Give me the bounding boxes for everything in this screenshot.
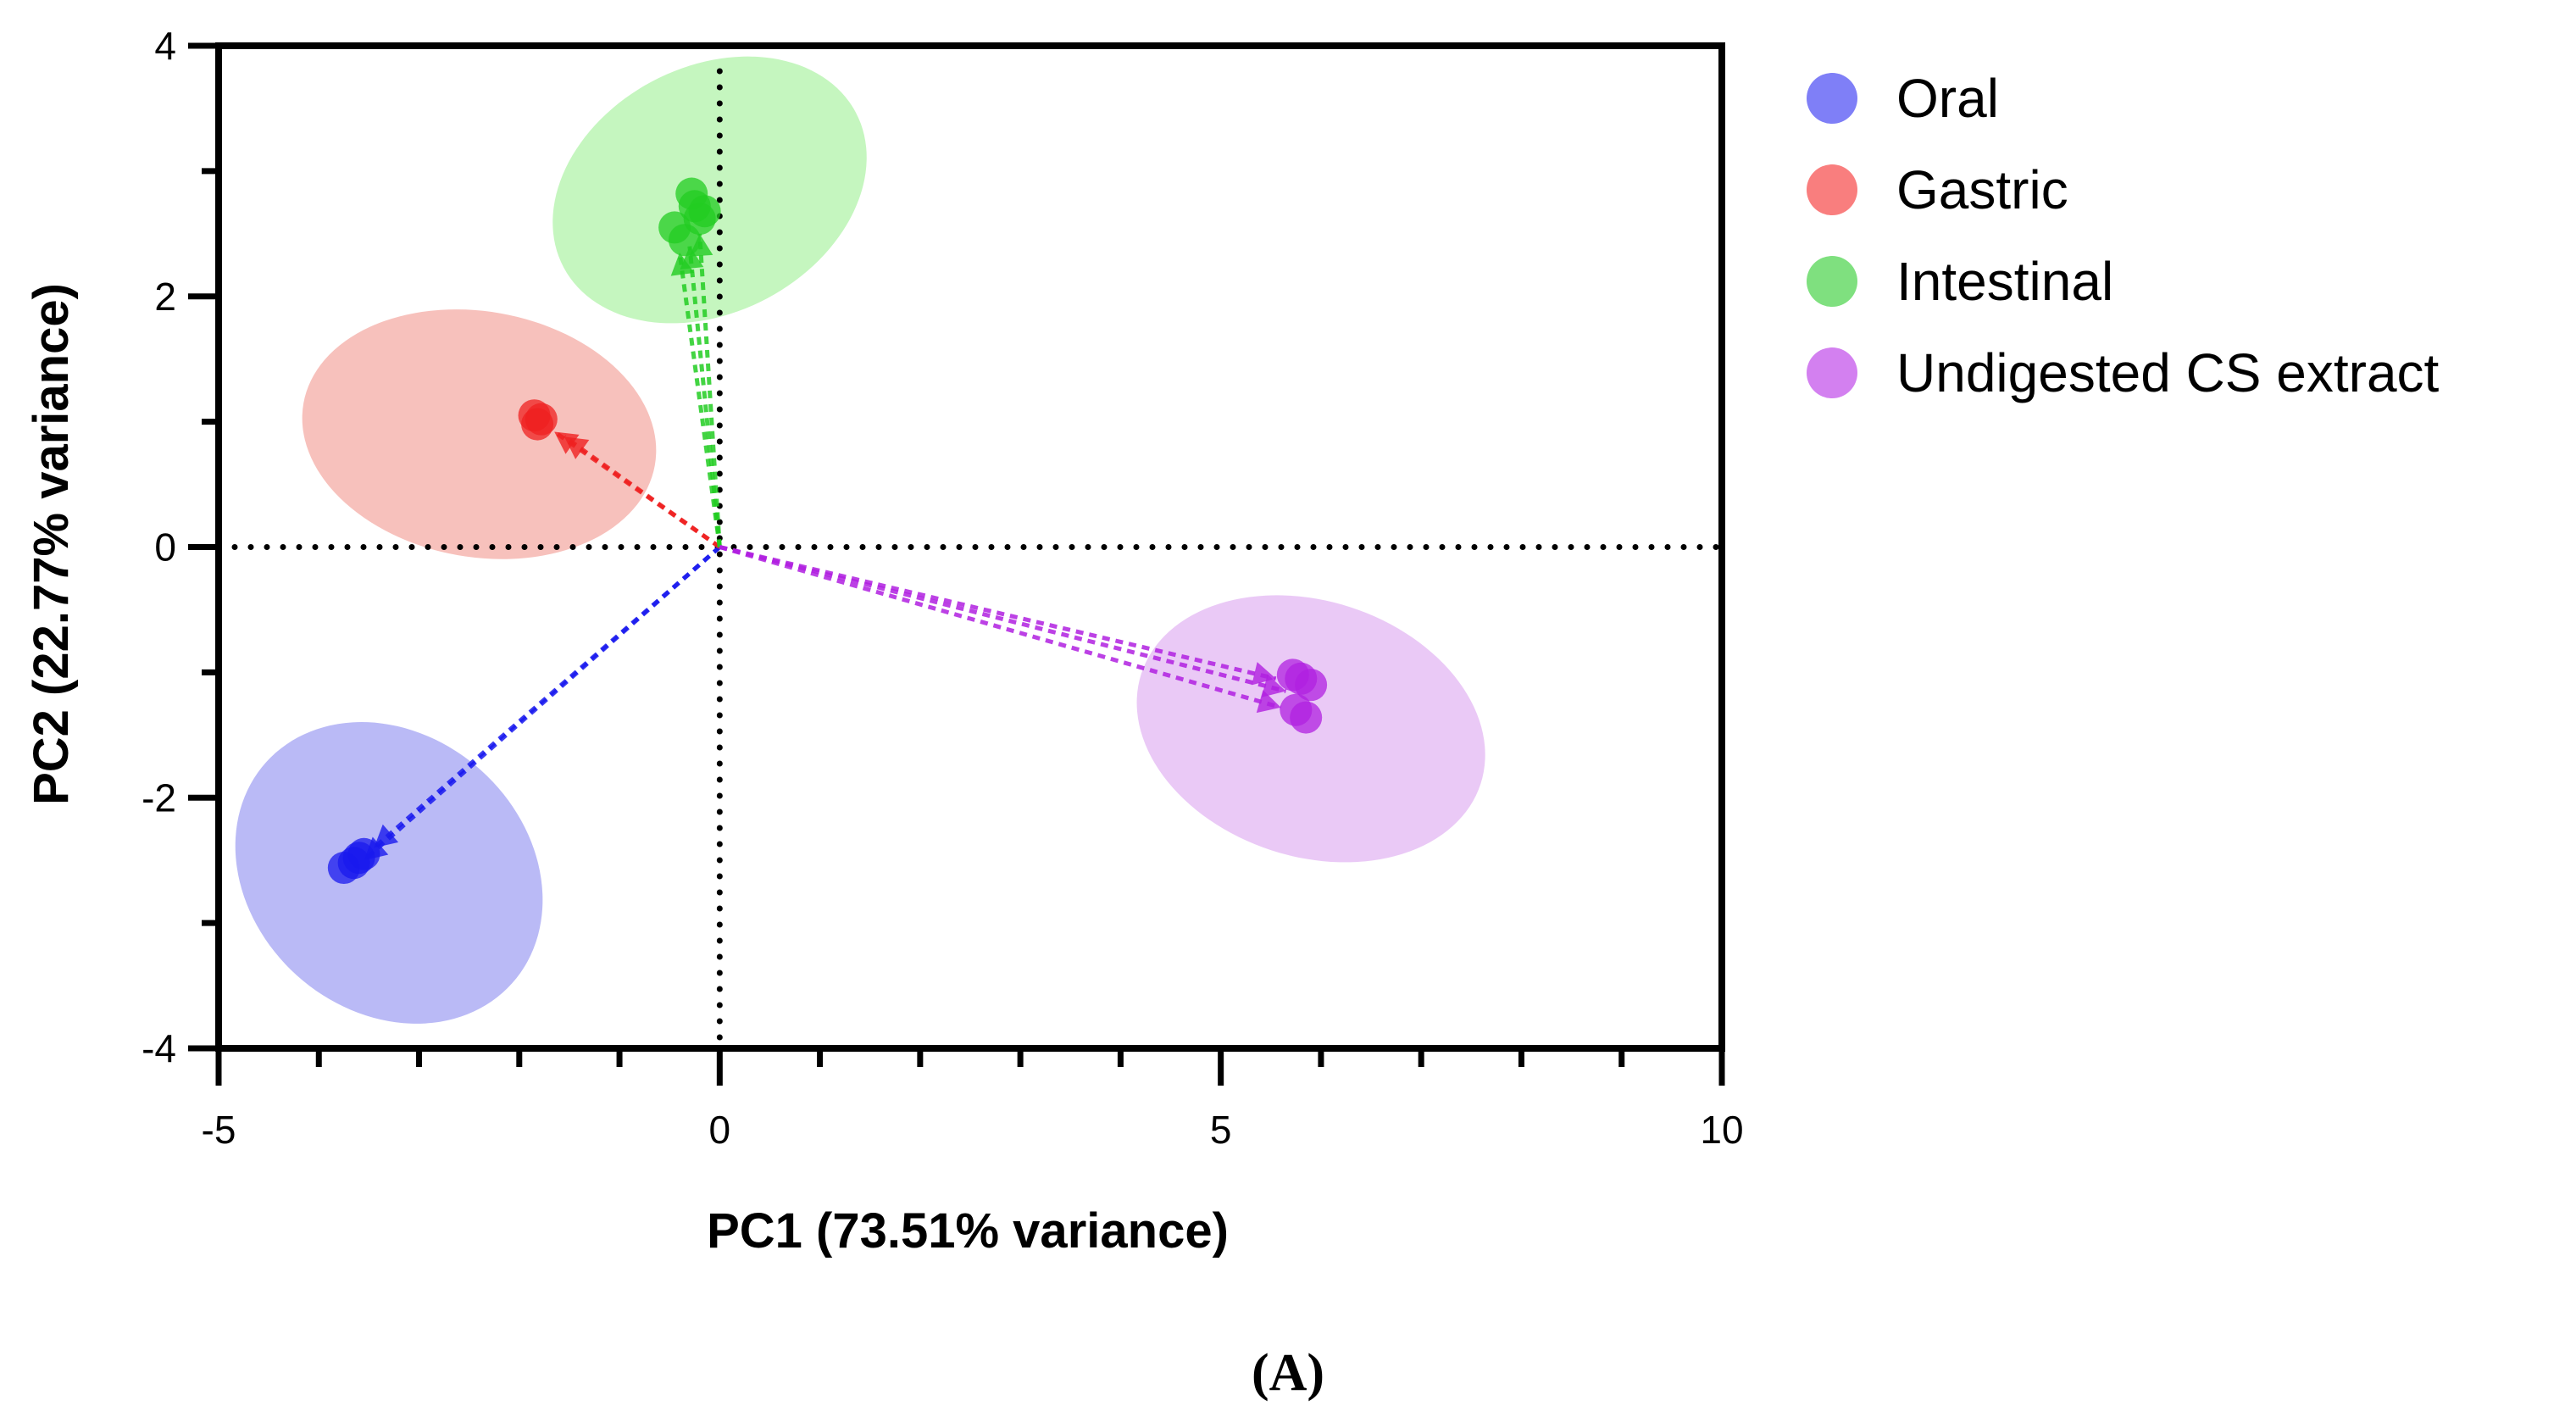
ellipse-intestinal	[552, 56, 867, 324]
legend-label-oral: Oral	[1896, 68, 1999, 129]
point-undigested-cs-extract	[1295, 669, 1328, 702]
point-intestinal	[668, 224, 701, 257]
y-tick-label: 0	[154, 525, 176, 570]
ellipse-oral	[235, 722, 543, 1024]
legend-label-intestinal: Intestinal	[1896, 251, 2113, 312]
x-axis-title: PC1 (73.51% variance)	[707, 1203, 1229, 1259]
x-tick-label: 10	[1700, 1108, 1743, 1152]
x-tick-label: -5	[202, 1108, 236, 1152]
y-tick-label: -4	[142, 1026, 176, 1070]
x-tick-label: 5	[1210, 1108, 1232, 1152]
point-intestinal	[688, 195, 721, 228]
loading-vector-gastric	[563, 435, 721, 549]
y-axis-title: PC2 (22.77% variance)	[24, 283, 79, 805]
axes	[188, 42, 1725, 1086]
ellipse-gastric	[302, 309, 657, 559]
loading-vector-intestinal	[687, 246, 722, 547]
legend-marker-undigested-cs-extract	[1807, 347, 1857, 398]
legend-label-gastric: Gastric	[1896, 159, 2068, 220]
loading-arrowhead-undigested-cs-extract	[1261, 674, 1286, 697]
loading-vector-intestinal	[677, 252, 722, 547]
legend-marker-oral	[1807, 73, 1857, 124]
y-tick-label: 4	[154, 24, 176, 68]
loading-arrowhead-intestinal	[680, 246, 704, 269]
reference-lines	[215, 68, 1725, 1052]
data-points	[327, 177, 1328, 885]
y-tick-label: 2	[154, 275, 176, 319]
loading-arrowhead-oral	[374, 824, 399, 848]
loading-vectors	[362, 233, 1287, 863]
point-oral	[347, 837, 380, 870]
legend-label-undigested-cs-extract: Undigested CS extract	[1896, 342, 2440, 403]
loading-vector-oral	[372, 545, 721, 850]
legend-marker-intestinal	[1807, 256, 1857, 307]
loading-vector-intestinal	[697, 233, 722, 547]
y-tick-label: -2	[142, 775, 176, 820]
loading-arrowhead-gastric	[564, 436, 590, 459]
panel-label: (A)	[1252, 1344, 1324, 1402]
legend: Oral Gastric Intestinal Undigested CS extra…	[1807, 68, 2440, 403]
point-undigested-cs-extract	[1290, 701, 1323, 734]
loading-arrowhead-gastric	[554, 431, 580, 454]
loading-vector-undigested-cs-extract	[719, 545, 1282, 710]
point-gastric	[525, 403, 558, 436]
tick-labels: -5 0 5 10 4 2 0 -2 -4	[142, 24, 1743, 1152]
x-tick-label: 0	[709, 1108, 731, 1152]
legend-marker-gastric	[1807, 164, 1857, 215]
loading-vector-undigested-cs-extract	[719, 545, 1287, 693]
